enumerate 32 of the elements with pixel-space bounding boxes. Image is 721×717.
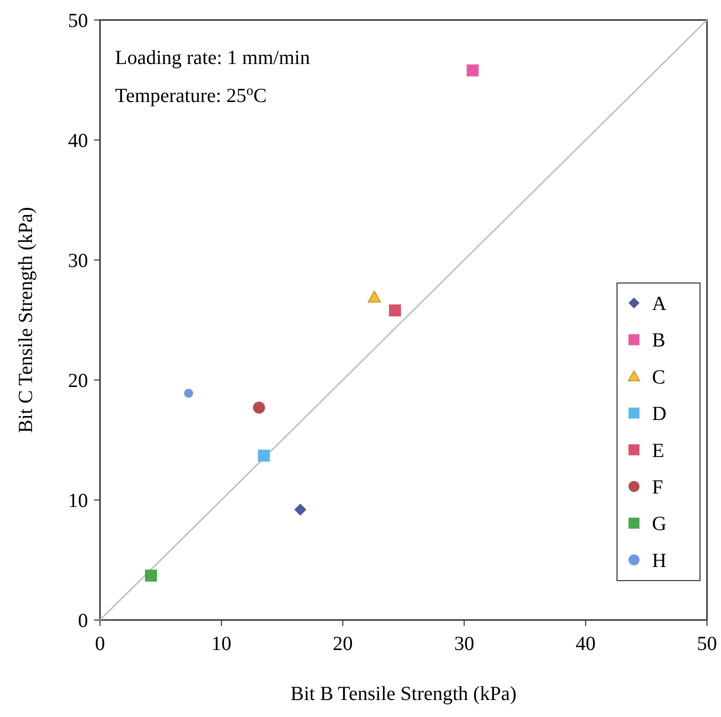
point xyxy=(466,64,479,76)
y-axis-title: Bit C Tensile Strength (kPa) xyxy=(15,207,37,433)
legend-label: E xyxy=(652,440,664,462)
point xyxy=(294,504,306,516)
y-tick-label: 0 xyxy=(78,610,88,632)
legend-label: H xyxy=(652,550,666,572)
legend-label: B xyxy=(652,330,666,352)
x-tick-label: 50 xyxy=(697,633,717,655)
point xyxy=(253,402,266,414)
point xyxy=(144,570,157,582)
y-tick-label: 50 xyxy=(68,10,88,32)
annotation: Loading rate: 1 mm/min xyxy=(115,47,310,69)
point xyxy=(368,290,381,302)
point xyxy=(258,450,270,462)
legend-label: A xyxy=(652,293,667,315)
legend-label: C xyxy=(652,366,666,388)
legend-label: F xyxy=(652,476,664,498)
y-tick-label: 20 xyxy=(68,370,88,392)
y-tick-label: 10 xyxy=(68,490,88,512)
legend-label: D xyxy=(652,403,666,426)
x-tick-label: 40 xyxy=(576,633,596,655)
x-tick-label: 10 xyxy=(211,633,232,655)
x-axis-title: Bit B Tensile Strength (kPa) xyxy=(290,683,516,705)
annotation: Temperature: 25$^{o}$C xyxy=(115,84,267,107)
point xyxy=(184,388,194,398)
y-tick-label: 30 xyxy=(68,250,88,272)
legend-label: G xyxy=(652,513,666,536)
x-tick-label: 20 xyxy=(332,633,353,655)
y-tick-label: 40 xyxy=(68,130,88,152)
x-tick-label: 0 xyxy=(95,633,105,655)
x-tick-label: 30 xyxy=(454,633,474,655)
point xyxy=(389,304,401,316)
